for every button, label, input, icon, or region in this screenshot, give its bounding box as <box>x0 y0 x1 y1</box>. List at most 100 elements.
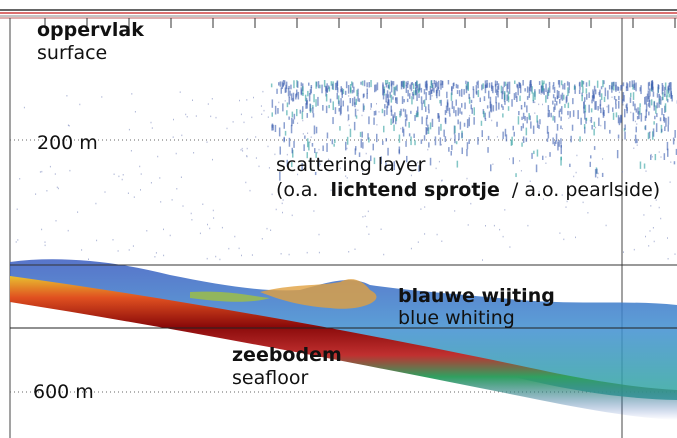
echo-dot <box>473 117 475 125</box>
echo-dot <box>506 83 508 93</box>
echo-dot <box>387 147 389 156</box>
echo-dot <box>546 125 549 134</box>
echo-dot <box>300 82 303 87</box>
echo-dot <box>546 138 549 142</box>
echo-dot <box>425 127 427 135</box>
echo-dot <box>552 94 555 99</box>
echo-dot <box>554 103 556 110</box>
echo-dot <box>534 101 536 104</box>
echo-dot <box>312 113 315 118</box>
echo-dot <box>44 244 46 247</box>
echo-dot <box>339 126 341 131</box>
echo-dot <box>674 130 676 138</box>
echo-dot <box>527 224 529 227</box>
echo-dot <box>416 81 418 86</box>
echo-dot <box>328 158 330 161</box>
echo-dot <box>534 112 536 114</box>
echo-dot <box>66 95 68 97</box>
echo-dot <box>494 83 497 93</box>
echo-dot <box>358 152 361 157</box>
echo-dot <box>346 136 349 145</box>
echo-dot <box>512 125 514 131</box>
echo-dot <box>382 95 385 100</box>
echo-dot <box>482 259 483 261</box>
echo-dot <box>497 83 500 90</box>
echo-dot <box>336 82 338 88</box>
echo-dot <box>382 88 384 95</box>
echo-dot <box>368 137 370 143</box>
echo-dot <box>581 193 583 195</box>
echo-dot <box>155 252 157 254</box>
echo-dot <box>569 111 571 118</box>
echo-dot <box>310 108 312 112</box>
echo-dot <box>667 98 669 103</box>
echo-dot <box>504 100 506 105</box>
echo-dot <box>447 80 450 85</box>
echo-dot <box>290 124 293 134</box>
echo-dot <box>35 193 37 195</box>
echo-dot <box>128 249 130 251</box>
echo-dot <box>330 189 332 191</box>
echo-dot <box>424 81 427 88</box>
echo-dot <box>528 87 531 96</box>
echo-dot <box>299 109 302 114</box>
echo-dot <box>640 112 643 122</box>
echo-dot <box>556 95 559 100</box>
echo-dot <box>558 140 560 147</box>
echo-dot <box>454 125 456 134</box>
echo-dot <box>296 89 298 96</box>
echo-dot <box>88 258 89 260</box>
echo-dot <box>338 100 340 106</box>
echo-dot <box>385 101 387 103</box>
echo-dot <box>292 149 294 158</box>
echo-dot <box>596 80 599 88</box>
echo-dot <box>428 142 430 148</box>
echo-dot <box>637 107 639 115</box>
echo-dot <box>651 81 653 86</box>
echo-dot <box>466 177 468 180</box>
echo-dot <box>383 110 386 117</box>
echo-dot <box>586 93 588 100</box>
echo-dot <box>19 178 21 180</box>
echo-dot <box>632 84 634 90</box>
echo-dot <box>417 89 420 94</box>
echo-dot <box>402 128 405 137</box>
echo-dot <box>358 98 361 102</box>
echo-dot <box>413 133 415 139</box>
echo-dot <box>468 117 470 127</box>
echo-dot <box>573 175 575 178</box>
echo-dot <box>461 147 463 155</box>
echo-dot <box>318 251 320 254</box>
echo-dot <box>362 93 365 99</box>
echo-dot <box>563 94 565 100</box>
echo-dot <box>386 105 388 115</box>
echo-dot <box>658 93 660 102</box>
echo-dot <box>386 101 389 109</box>
echo-dot <box>319 163 321 166</box>
echo-dot <box>526 86 529 93</box>
echo-dot <box>305 103 307 109</box>
echo-dot <box>558 110 561 118</box>
echo-dot <box>376 133 378 143</box>
echo-dot <box>473 107 475 116</box>
echo-dot <box>270 229 272 231</box>
echo-dot <box>556 100 558 106</box>
echo-dot <box>357 109 359 111</box>
echo-dot <box>428 187 430 190</box>
label: (o.a. lichtend sprotje / a.o. pearlside) <box>276 179 660 201</box>
echo-dot <box>615 103 617 109</box>
echo-dot <box>374 84 376 93</box>
echo-dot <box>284 87 287 93</box>
echo-dot <box>340 86 342 92</box>
echo-dot <box>406 114 408 121</box>
echo-dot <box>16 208 18 210</box>
echo-dot <box>511 99 513 107</box>
echo-dot <box>410 82 413 92</box>
echo-dot <box>647 132 650 140</box>
echo-dot <box>592 94 594 99</box>
echo-dot <box>436 82 438 88</box>
echo-dot <box>632 101 635 107</box>
echo-dot <box>522 123 524 129</box>
echo-dot <box>667 258 669 260</box>
echo-dot <box>639 161 642 169</box>
